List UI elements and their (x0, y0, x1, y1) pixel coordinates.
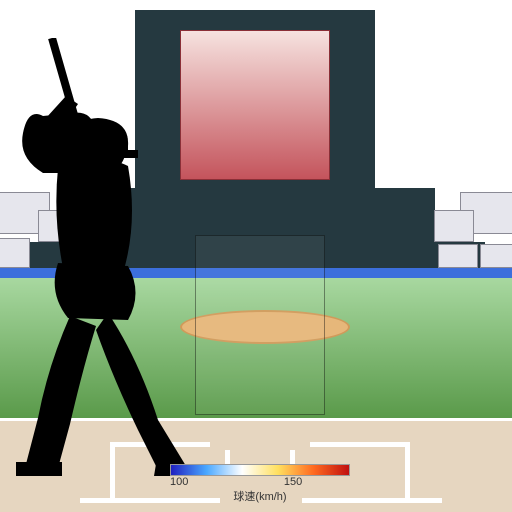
plate-line (405, 442, 410, 500)
batter-silhouette (0, 38, 228, 478)
speed-ticks: 100 150 (170, 476, 350, 488)
tick-100: 100 (170, 476, 188, 488)
bleacher-segment (434, 210, 474, 242)
speed-colorbar (170, 464, 350, 476)
pitch-chart-scene: 100 150 球速(km/h) (0, 0, 512, 512)
tick-150: 150 (284, 476, 302, 488)
speed-legend: 100 150 球速(km/h) (160, 464, 360, 504)
bleacher-segment (438, 244, 478, 268)
bleacher-segment (480, 244, 512, 268)
plate-line (310, 442, 410, 447)
speed-label: 球速(km/h) (160, 488, 360, 504)
